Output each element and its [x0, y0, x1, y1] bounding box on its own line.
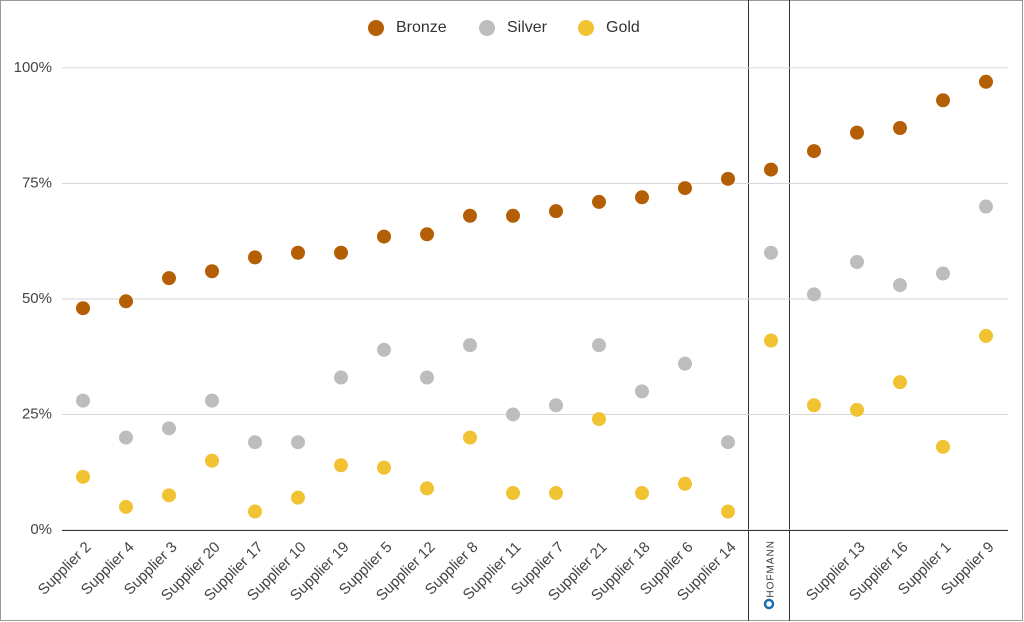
dot: [76, 393, 90, 408]
dot: [119, 430, 133, 445]
logo-icon: [763, 598, 775, 610]
dot: [377, 229, 391, 244]
dot: [463, 338, 477, 353]
dot: [979, 328, 993, 343]
dot: [721, 504, 735, 519]
dot: [334, 458, 348, 473]
dot: [678, 476, 692, 491]
dot: [635, 384, 649, 399]
dot: [592, 412, 606, 427]
legend-marker: [578, 20, 594, 36]
dot: [592, 194, 606, 209]
dot: [549, 486, 563, 501]
dot: [850, 402, 864, 417]
dot: [635, 486, 649, 501]
dot: [592, 338, 606, 353]
x-tick-label: HOFMANN: [766, 540, 777, 598]
y-tick-label: 50%: [22, 290, 52, 307]
dot: [76, 301, 90, 316]
dot: [334, 245, 348, 260]
dot: [936, 439, 950, 454]
dot: [850, 254, 864, 269]
dot: [463, 430, 477, 445]
dot: [162, 488, 176, 503]
dot: [119, 499, 133, 514]
dot: [850, 125, 864, 140]
dot: [764, 333, 778, 348]
dot: [119, 294, 133, 309]
dot: [549, 204, 563, 219]
dot: [549, 398, 563, 413]
dot: [635, 190, 649, 205]
dot: [377, 342, 391, 357]
dot: [420, 227, 434, 242]
dot: [807, 144, 821, 159]
y-tick-label: 75%: [22, 174, 52, 191]
dot: [205, 453, 219, 468]
y-tick-label: 25%: [22, 405, 52, 422]
legend-label: Bronze: [396, 19, 447, 36]
dot: [291, 490, 305, 505]
dot: [248, 504, 262, 519]
dot: [162, 421, 176, 436]
legend-marker: [479, 20, 495, 36]
y-tick-label: 100%: [14, 59, 52, 76]
dot: [764, 162, 778, 177]
dot: [936, 93, 950, 108]
dot: [764, 245, 778, 260]
dot: [807, 287, 821, 302]
dot: [205, 264, 219, 279]
dot: [420, 370, 434, 385]
dot: [334, 370, 348, 385]
dot: [205, 393, 219, 408]
dot: [936, 266, 950, 281]
dot: [377, 460, 391, 475]
dot: [162, 271, 176, 286]
legend-marker: [368, 20, 384, 36]
dot: [807, 398, 821, 413]
y-tick-label: 0%: [30, 521, 52, 538]
dot: [721, 171, 735, 186]
dot: [291, 245, 305, 260]
dot: [979, 74, 993, 89]
dot: [678, 181, 692, 196]
dot: [76, 469, 90, 484]
dot: [506, 486, 520, 501]
dot: [420, 481, 434, 496]
legend-label: Gold: [606, 19, 640, 36]
dot: [291, 435, 305, 450]
dot: [721, 435, 735, 450]
dot: [248, 250, 262, 265]
dot: [979, 199, 993, 214]
dot: [248, 435, 262, 450]
legend-label: Silver: [507, 19, 548, 36]
dot: [893, 120, 907, 135]
dot: [893, 278, 907, 293]
dot: [506, 407, 520, 422]
dot: [506, 208, 520, 223]
dot: [678, 356, 692, 371]
dot: [893, 375, 907, 390]
dot: [463, 208, 477, 223]
